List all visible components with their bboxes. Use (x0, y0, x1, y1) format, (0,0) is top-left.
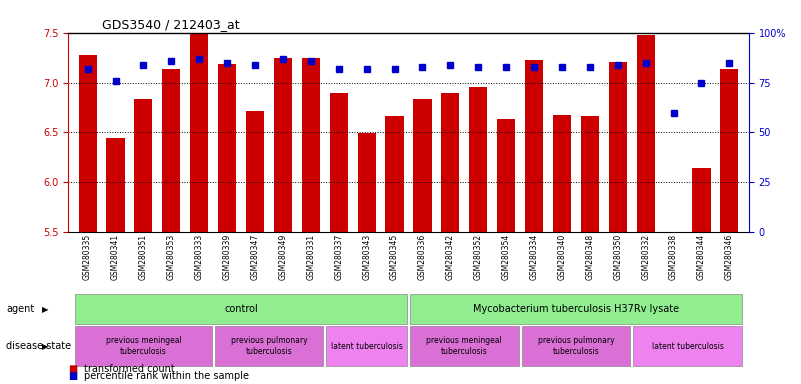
Text: latent tuberculosis: latent tuberculosis (331, 342, 403, 351)
Text: GSM280339: GSM280339 (223, 234, 231, 280)
Text: GSM280336: GSM280336 (418, 234, 427, 280)
Text: GSM280354: GSM280354 (501, 234, 511, 280)
Text: ▶: ▶ (42, 342, 48, 351)
Text: Mycobacterium tuberculosis H37Rv lysate: Mycobacterium tuberculosis H37Rv lysate (473, 304, 679, 314)
Bar (692, 169, 710, 232)
Text: agent: agent (6, 304, 34, 314)
Bar (190, 34, 208, 232)
Bar (469, 86, 487, 232)
Bar (107, 139, 125, 232)
Bar (218, 64, 236, 232)
Text: previous pulmonary
tuberculosis: previous pulmonary tuberculosis (537, 336, 614, 356)
Bar (609, 61, 627, 232)
Bar (637, 35, 654, 232)
Text: GSM280345: GSM280345 (390, 234, 399, 280)
Text: GSM280340: GSM280340 (557, 234, 566, 280)
Text: GSM280338: GSM280338 (669, 234, 678, 280)
Text: disease state: disease state (6, 341, 71, 351)
Text: GSM280331: GSM280331 (306, 234, 316, 280)
Text: previous meningeal
tuberculosis: previous meningeal tuberculosis (106, 336, 181, 356)
Text: GSM280347: GSM280347 (251, 234, 260, 280)
Text: GDS3540 / 212403_at: GDS3540 / 212403_at (103, 18, 239, 31)
Text: GSM280332: GSM280332 (641, 234, 650, 280)
Bar (385, 116, 404, 232)
Text: ■: ■ (68, 371, 78, 381)
Text: latent tuberculosis: latent tuberculosis (651, 342, 723, 351)
Text: percentile rank within the sample: percentile rank within the sample (84, 371, 249, 381)
Text: GSM280346: GSM280346 (725, 234, 734, 280)
Text: GSM280333: GSM280333 (195, 234, 203, 280)
Text: GSM280352: GSM280352 (473, 234, 483, 280)
Bar (163, 69, 180, 232)
Text: GSM280353: GSM280353 (167, 234, 176, 280)
Text: GSM280342: GSM280342 (446, 234, 455, 280)
Text: GSM280334: GSM280334 (529, 234, 538, 280)
Text: control: control (224, 304, 258, 314)
Text: GSM280350: GSM280350 (614, 234, 622, 280)
Bar (78, 55, 97, 232)
Text: GSM280335: GSM280335 (83, 234, 92, 280)
Bar (441, 93, 460, 232)
Text: previous pulmonary
tuberculosis: previous pulmonary tuberculosis (231, 336, 308, 356)
Text: GSM280341: GSM280341 (111, 234, 120, 280)
Text: GSM280343: GSM280343 (362, 234, 371, 280)
Text: ■: ■ (68, 364, 78, 374)
Text: previous meningeal
tuberculosis: previous meningeal tuberculosis (426, 336, 502, 356)
Bar (135, 99, 152, 232)
Bar (357, 134, 376, 232)
Text: ▶: ▶ (42, 305, 48, 314)
Bar (246, 111, 264, 232)
Text: GSM280348: GSM280348 (586, 234, 594, 280)
Text: GSM280351: GSM280351 (139, 234, 148, 280)
Bar (581, 116, 599, 232)
Text: GSM280344: GSM280344 (697, 234, 706, 280)
Bar (497, 119, 515, 232)
Bar (413, 99, 432, 232)
Text: GSM280349: GSM280349 (279, 234, 288, 280)
Text: GSM280337: GSM280337 (334, 234, 344, 280)
Bar (720, 69, 739, 232)
Bar (330, 93, 348, 232)
Text: transformed count: transformed count (84, 364, 175, 374)
Bar (553, 114, 571, 232)
Bar (525, 60, 543, 232)
Bar (302, 58, 320, 232)
Bar (274, 58, 292, 232)
